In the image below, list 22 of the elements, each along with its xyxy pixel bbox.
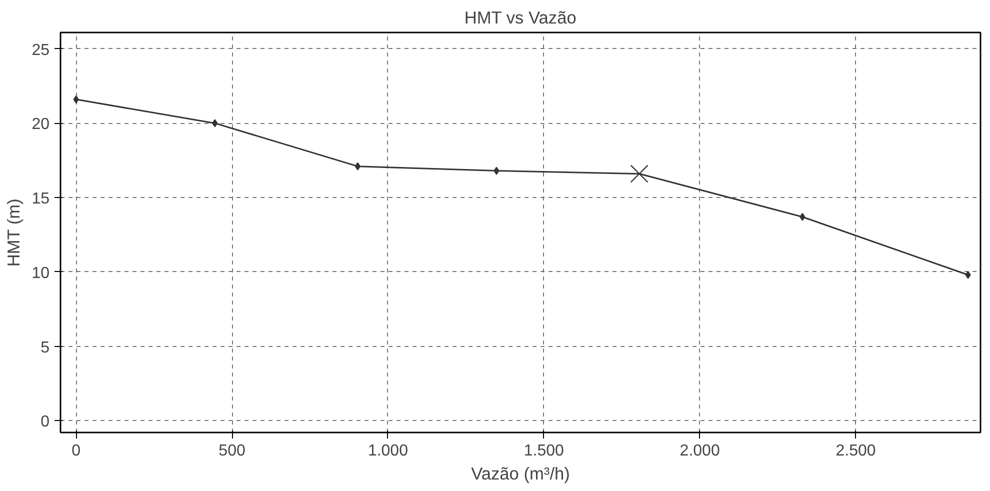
x-tick-label: 1.500 — [524, 442, 564, 460]
x-tick-label: 1.000 — [368, 442, 408, 460]
y-tick-label: 10 — [32, 264, 50, 282]
x-tick-label: 2.500 — [836, 442, 876, 460]
y-axis-title: HMT (m) — [4, 198, 24, 267]
point — [630, 164, 648, 183]
point — [73, 95, 79, 104]
y-tick-label: 15 — [32, 190, 50, 208]
y-tick-label: 25 — [32, 42, 50, 59]
x-tick-label: 2.000 — [680, 442, 720, 460]
point — [354, 162, 361, 170]
y-tick-label: 20 — [32, 116, 50, 134]
y-tick-label: 0 — [40, 414, 50, 431]
x-tick-label: 500 — [218, 442, 246, 460]
y-tick-label: 5 — [40, 339, 50, 356]
x-axis-title: Vazão (m³/h) — [471, 464, 570, 484]
point — [800, 212, 806, 221]
x-tick-label: 0 — [72, 442, 81, 460]
point — [494, 166, 500, 175]
chart-title: HMT vs Vazão — [464, 8, 576, 28]
point — [965, 270, 971, 279]
point — [212, 119, 218, 128]
